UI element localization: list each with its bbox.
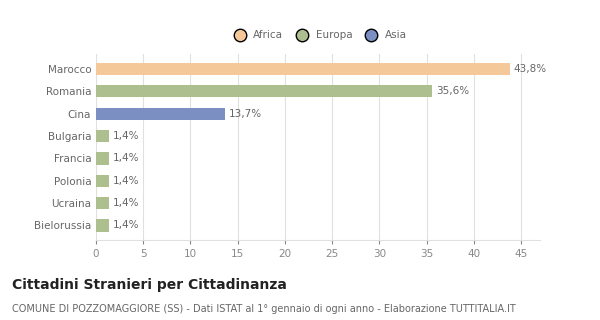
Text: COMUNE DI POZZOMAGGIORE (SS) - Dati ISTAT al 1° gennaio di ogni anno - Elaborazi: COMUNE DI POZZOMAGGIORE (SS) - Dati ISTA… bbox=[12, 304, 516, 314]
Legend: Africa, Europa, Asia: Africa, Europa, Asia bbox=[225, 26, 411, 44]
Text: 1,4%: 1,4% bbox=[113, 176, 140, 186]
Bar bbox=[96, 108, 226, 120]
Bar bbox=[96, 197, 109, 209]
Text: 1,4%: 1,4% bbox=[113, 153, 140, 164]
Text: Cittadini Stranieri per Cittadinanza: Cittadini Stranieri per Cittadinanza bbox=[12, 278, 287, 292]
Text: 13,7%: 13,7% bbox=[229, 109, 262, 119]
Text: 43,8%: 43,8% bbox=[514, 64, 547, 74]
Text: 1,4%: 1,4% bbox=[113, 220, 140, 230]
Bar bbox=[96, 130, 109, 142]
Bar bbox=[96, 152, 109, 164]
Bar bbox=[96, 175, 109, 187]
Text: 1,4%: 1,4% bbox=[113, 198, 140, 208]
Bar bbox=[96, 219, 109, 232]
Bar bbox=[96, 85, 433, 98]
Text: 35,6%: 35,6% bbox=[436, 86, 469, 96]
Bar bbox=[96, 63, 510, 75]
Text: 1,4%: 1,4% bbox=[113, 131, 140, 141]
